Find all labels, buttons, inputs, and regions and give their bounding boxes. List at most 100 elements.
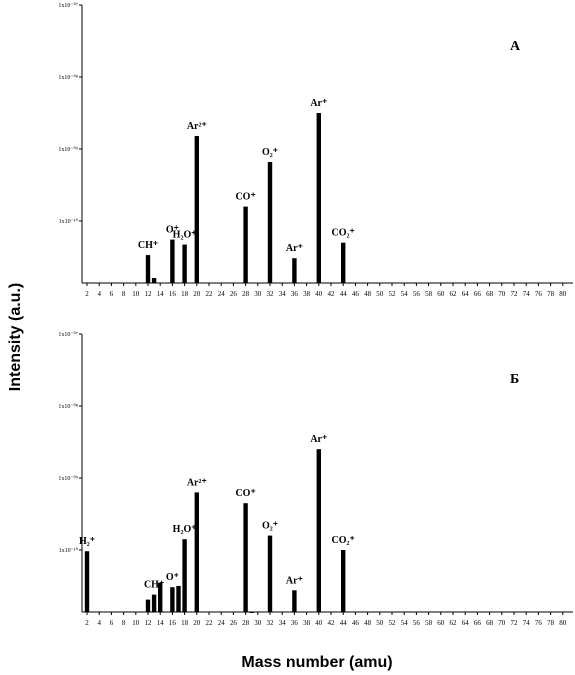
x-tick-label: 56 [413, 290, 421, 298]
spectrum-bar [145, 255, 151, 283]
y-tick-label: 1x10⁻⁰⁸ [58, 74, 78, 81]
x-tick-label: 52 [389, 290, 397, 298]
x-tick-label: 68 [486, 290, 494, 298]
ion-label: Ar⁺ [286, 243, 303, 254]
spectrum-bar [176, 585, 181, 612]
x-tick-label: 66 [474, 290, 482, 298]
ion-label: O₂⁺ [262, 147, 278, 158]
spectrum-bar [158, 582, 163, 612]
x-tick-label: 36 [291, 619, 299, 627]
x-tick-label: 72 [511, 619, 519, 627]
spectrum-bar [170, 587, 175, 612]
x-tick-label: 40 [315, 290, 323, 298]
x-tick-label: 74 [523, 619, 531, 627]
spectrum-bar [292, 258, 297, 283]
x-tick-label: 14 [157, 290, 165, 298]
spectrum-panel-a: 2 4 6 8 10 12 14 16 18 20 22 24 26 28 30 32 34 36 38 40 42 44… [58, 2, 573, 298]
spectrum-panel-b: 2 4 6 8 10 12 14 16 18 20 22 24 26 28 30 32 34 36 38 40 42 44… [58, 331, 573, 627]
x-tick-label: 54 [401, 290, 409, 298]
x-tick-label: 72 [511, 290, 519, 298]
ion-label: CH⁺ [144, 580, 164, 591]
x-tick-label: 26 [230, 619, 238, 627]
spectrum-bar [151, 278, 157, 283]
x-tick-label: 50 [376, 619, 384, 627]
x-tick-label: 24 [218, 619, 226, 627]
x-tick-label: 34 [279, 290, 287, 298]
panel-tag: A [510, 39, 521, 54]
x-tick-label: 42 [328, 290, 336, 298]
spectrum-bar [267, 535, 273, 612]
y-tick-label: 1x10⁻¹⁰ [59, 218, 79, 225]
y-tick-label: 1x10⁻⁰⁷ [58, 331, 78, 338]
x-tick-label: 10 [132, 619, 140, 627]
x-tick-label: 6 [110, 290, 114, 298]
x-tick-label: 8 [122, 290, 126, 298]
ion-label: CH⁺ [138, 240, 158, 251]
x-tick-label: 20 [193, 619, 201, 627]
spectrum-bar [243, 206, 248, 283]
spectrum-bar [341, 242, 346, 283]
x-tick-label: 28 [242, 619, 250, 627]
x-tick-label: 38 [303, 619, 311, 627]
ion-label: Ar²⁺ [187, 477, 207, 488]
spectrum-bar [182, 244, 187, 283]
ion-label: H₂O⁺ [173, 230, 197, 241]
x-tick-label: 22 [206, 290, 214, 298]
x-tick-label: 64 [462, 619, 470, 627]
x-tick-label: 76 [535, 619, 543, 627]
x-tick-label: 46 [352, 290, 360, 298]
spectrum-bar [170, 239, 175, 283]
x-tick-label: 10 [132, 290, 140, 298]
x-tick-label: 12 [145, 619, 153, 627]
spectrum-bar [151, 594, 157, 612]
x-tick-label: 68 [486, 619, 494, 627]
x-tick-label: 30 [254, 619, 262, 627]
x-tick-label: 20 [193, 290, 201, 298]
y-axis-title: Intensity (a.u.) [7, 283, 24, 391]
spectrum-bar [292, 590, 297, 612]
x-tick-label: 52 [389, 619, 397, 627]
ion-label: O⁺ [166, 572, 179, 583]
x-tick-label: 6 [110, 619, 114, 627]
y-tick-label: 1x10⁻⁰⁹ [58, 475, 78, 482]
x-tick-label: 74 [523, 290, 531, 298]
x-tick-label: 70 [498, 619, 506, 627]
x-tick-label: 48 [364, 290, 372, 298]
x-tick-label: 50 [376, 290, 384, 298]
x-tick-label: 58 [425, 619, 433, 627]
x-tick-label: 64 [462, 290, 470, 298]
ion-label: CO⁺ [235, 488, 255, 499]
x-tick-label: 80 [559, 619, 567, 627]
x-tick-label: 16 [169, 619, 177, 627]
x-tick-label: 2 [85, 290, 89, 298]
x-tick-label: 26 [230, 290, 238, 298]
x-tick-label: 54 [401, 619, 409, 627]
x-tick-label: 70 [498, 290, 506, 298]
x-tick-label: 62 [450, 619, 458, 627]
y-tick-label: 1x10⁻⁰⁷ [58, 2, 78, 9]
ion-label: H₂O⁺ [173, 524, 197, 535]
ion-label: Ar⁺ [286, 575, 303, 586]
x-tick-label: 48 [364, 619, 372, 627]
spectrum-bar [194, 136, 199, 283]
ion-label: O⁺ [166, 225, 179, 236]
y-tick-label: 1x10⁻¹⁰ [59, 547, 79, 554]
x-tick-label: 12 [145, 290, 153, 298]
x-tick-label: 76 [535, 290, 543, 298]
spectrum-bar [182, 539, 187, 612]
x-tick-label: 44 [340, 619, 348, 627]
ion-label: Ar⁺ [310, 434, 327, 445]
x-tick-label: 4 [97, 290, 101, 298]
spectrum-bar [267, 161, 273, 283]
x-tick-label: 28 [242, 290, 250, 298]
spectrum-bar [145, 599, 151, 612]
x-tick-label: 40 [315, 619, 323, 627]
ion-label: O₂⁺ [262, 521, 278, 532]
x-tick-label: 24 [218, 290, 226, 298]
x-tick-label: 78 [547, 619, 555, 627]
x-tick-label: 2 [85, 619, 89, 627]
x-tick-label: 42 [328, 619, 336, 627]
x-tick-label: 18 [181, 619, 189, 627]
x-tick-label: 4 [97, 619, 101, 627]
